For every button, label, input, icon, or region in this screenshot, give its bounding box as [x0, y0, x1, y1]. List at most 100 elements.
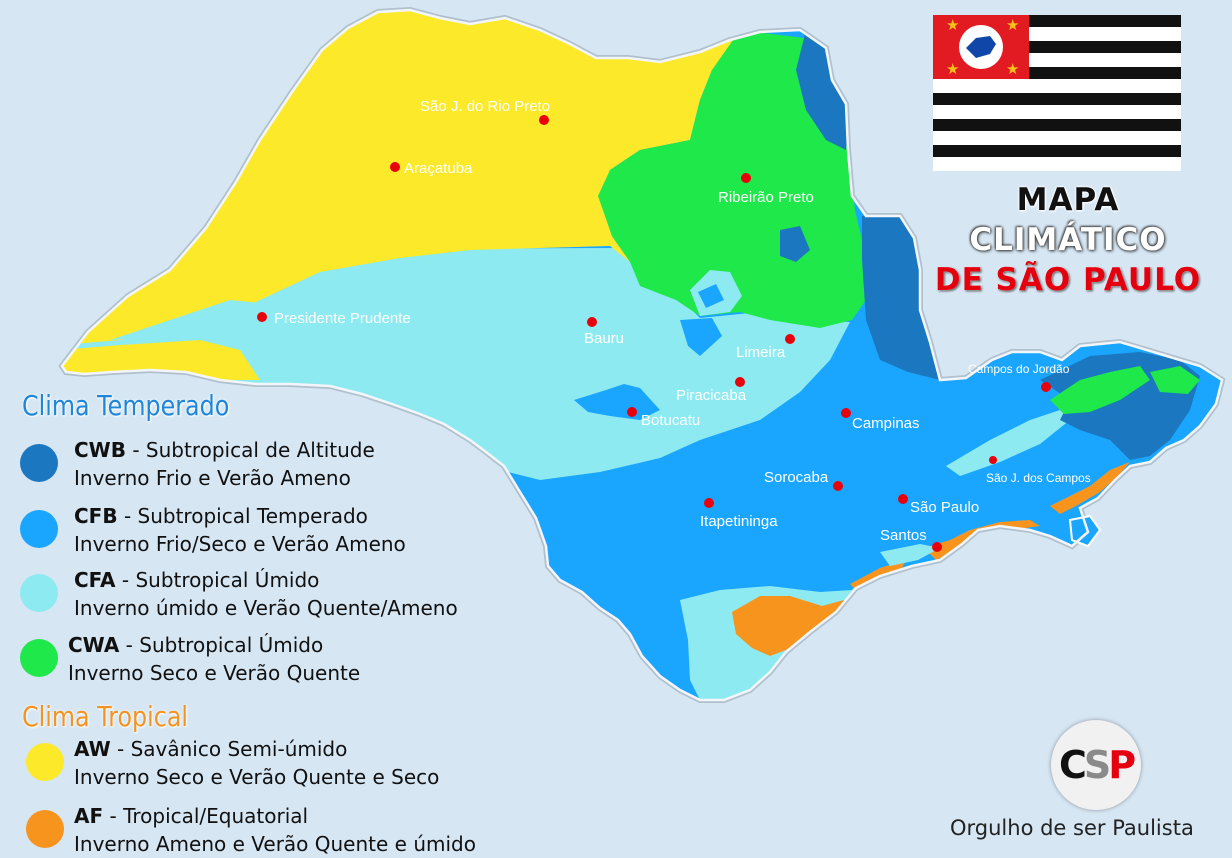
legend-text-cwa: CWA - Subtropical Úmido Inverno Seco e V… [68, 631, 360, 687]
title-line-1: MAPA [1016, 182, 1120, 218]
legend-text-cfb: CFB - Subtropical Temperado Inverno Frio… [74, 502, 406, 558]
zone-af-coast-3 [1050, 462, 1130, 514]
city-dot-itapetininga [704, 498, 714, 508]
legend-desc-af: - Tropical/Equatorial [103, 804, 309, 828]
legend-detail-cwa: Inverno Seco e Verão Quente [68, 661, 361, 685]
zone-cfb-island [698, 284, 724, 308]
svg-text:★: ★ [946, 60, 959, 78]
city-dot-ribeirao-preto [741, 173, 751, 183]
logo-letter-p: P [1108, 743, 1136, 787]
svg-text:★: ★ [1006, 16, 1019, 34]
legend-swatch-af [26, 810, 64, 848]
city-label-sao-jose-dos-campos: São J. dos Campos [986, 471, 1091, 485]
zone-cfa-valley [946, 410, 1070, 476]
legend-code-cwa: CWA [68, 633, 120, 657]
city-dot-campinas [841, 408, 851, 418]
city-dot-sao-jose-rio-preto [539, 115, 549, 125]
legend-text-aw: AW - Savânico Semi-úmido Inverno Seco e … [74, 735, 439, 791]
legend-text-cfa: CFA - Subtropical Úmido Inverno úmido e … [74, 566, 458, 622]
legend-detail-af: Inverno Ameno e Verão Quente e úmido [74, 832, 476, 856]
legend-swatch-cfb [20, 510, 58, 548]
city-dot-botucatu [627, 407, 637, 417]
legend-item-cwa: CWA - Subtropical Úmido Inverno Seco e V… [18, 631, 578, 687]
legend-text-cwb: CWB - Subtropical de Altitude Inverno Fr… [74, 436, 375, 492]
island-ilhabela [1068, 514, 1102, 548]
legend-item-cfb: CFB - Subtropical Temperado Inverno Frio… [18, 502, 578, 558]
legend-item-cwb: CWB - Subtropical de Altitude Inverno Fr… [18, 436, 578, 492]
legend-code-aw: AW [74, 737, 111, 761]
legend-code-cwb: CWB [74, 438, 126, 462]
logo-letter-s: S [1083, 743, 1111, 787]
city-label-sao-jose-rio-preto: São J. do Rio Preto [420, 98, 550, 115]
legend-title-temperate: Clima Temperado [22, 389, 230, 422]
city-dot-santos [932, 542, 942, 552]
city-markers: São J. do Rio Preto Araçatuba Ribeirão P… [257, 98, 1091, 552]
legend-detail-aw: Inverno Seco e Verão Quente e Seco [74, 765, 440, 789]
zone-cwb-east [862, 216, 940, 380]
city-dot-sao-jose-dos-campos [989, 456, 997, 464]
zone-cfa-tongue [110, 300, 270, 340]
legend-swatch-cwb [20, 444, 58, 482]
legend-code-af: AF [74, 804, 104, 828]
zone-af-cananeia [732, 596, 844, 656]
legend-detail-cfb: Inverno Frio/Seco e Verão Ameno [74, 532, 406, 556]
state-border [60, 8, 1224, 702]
city-label-presidente-prudente: Presidente Prudente [274, 310, 411, 327]
zone-cwb-patch [780, 226, 810, 262]
city-label-aracatuba: Araçatuba [404, 160, 473, 177]
city-label-sorocaba: Sorocaba [764, 469, 829, 486]
legend-code-cfa: CFA [74, 568, 116, 592]
sao-paulo-flag: ★ ★ ★ ★ [933, 15, 1181, 171]
legend-desc-cwa: - Subtropical Úmido [119, 633, 324, 657]
zone-cfb-bauru [680, 318, 722, 356]
city-label-piracicaba: Piracicaba [676, 387, 747, 404]
legend-swatch-cfa [20, 574, 58, 612]
city-dot-sorocaba [833, 481, 843, 491]
city-dot-limeira [785, 334, 795, 344]
svg-text:★: ★ [1006, 60, 1019, 78]
zone-aw-tongue [62, 340, 260, 380]
legend-title-tropical: Clima Tropical [22, 700, 189, 733]
credit-text: Orgulho de ser Paulista [950, 816, 1194, 840]
legend-desc-cwb: - Subtropical de Altitude [125, 438, 375, 462]
zone-cwa-serra [1050, 366, 1150, 414]
zone-af-coast-1 [850, 560, 906, 590]
legend-detail-cfa: Inverno úmido e Verão Quente/Ameno [74, 596, 458, 620]
city-label-limeira: Limeira [736, 344, 786, 361]
city-label-campos-do-jordao: Campos do Jordão [968, 362, 1070, 376]
legend-code-cfb: CFB [74, 504, 118, 528]
legend-desc-cfa: - Subtropical Úmido [115, 568, 320, 592]
legend-detail-cwb: Inverno Frio e Verão Ameno [74, 466, 351, 490]
city-label-itapetininga: Itapetininga [700, 513, 778, 530]
title-line-2: CLIMÁTICO [969, 222, 1167, 258]
city-dot-campos-do-jordao [1041, 382, 1051, 392]
city-label-campinas: Campinas [852, 415, 920, 432]
title-line-3: DE SÃO PAULO [934, 262, 1202, 298]
city-label-botucatu: Botucatu [641, 412, 700, 429]
legend-swatch-aw [26, 743, 64, 781]
logo-letter-c: C [1058, 743, 1087, 787]
city-dot-piracicaba [735, 377, 745, 387]
city-label-bauru: Bauru [584, 330, 624, 347]
zone-cfa-santos [880, 544, 940, 566]
legend-text-af: AF - Tropical/Equatorial Inverno Ameno e… [74, 802, 476, 858]
city-label-ribeirao-preto: Ribeirão Preto [718, 189, 814, 206]
city-dot-aracatuba [390, 162, 400, 172]
legend-item-af: AF - Tropical/Equatorial Inverno Ameno e… [18, 802, 578, 858]
map-title: MAPA CLIMÁTICO DE SÃO PAULO [918, 180, 1218, 300]
city-dot-sao-paulo [898, 494, 908, 504]
city-dot-presidente-prudente [257, 312, 267, 322]
legend-item-aw: AW - Savânico Semi-úmido Inverno Seco e … [18, 735, 578, 791]
city-dot-bauru [587, 317, 597, 327]
svg-text:★: ★ [946, 16, 959, 34]
legend-item-cfa: CFA - Subtropical Úmido Inverno úmido e … [18, 566, 578, 622]
legend-desc-cfb: - Subtropical Temperado [117, 504, 368, 528]
zone-cwa-serra-2 [1150, 366, 1200, 394]
zone-cfb-botucatu [574, 384, 660, 420]
legend-swatch-cwa [20, 639, 58, 677]
legend-desc-aw: - Savânico Semi-úmido [110, 737, 348, 761]
city-label-santos: Santos [880, 527, 927, 544]
city-label-sao-paulo: São Paulo [910, 499, 979, 516]
